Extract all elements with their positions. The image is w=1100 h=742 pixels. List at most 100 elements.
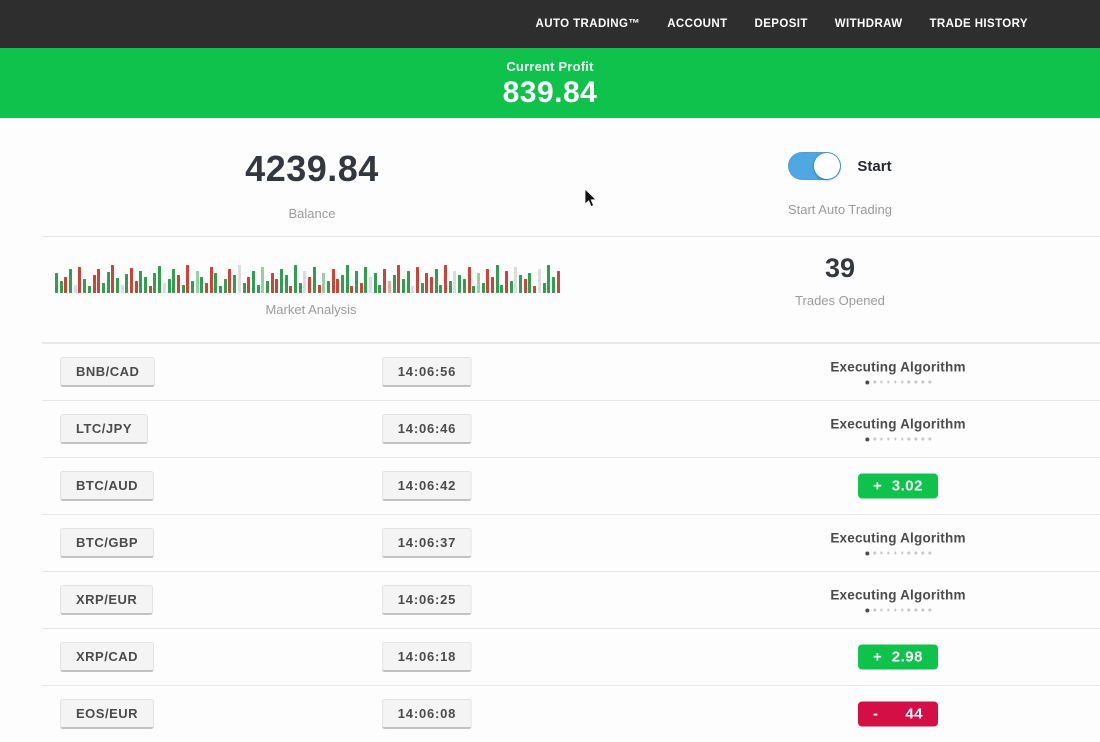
candle-bar <box>392 275 396 293</box>
trade-status: Executing Algorithm <box>830 416 965 441</box>
market-section: Market Analysis 39 Trades Opened <box>0 237 1100 343</box>
start-toggle[interactable] <box>788 152 842 180</box>
candle-bar <box>331 269 335 293</box>
candle-bar <box>78 267 82 293</box>
candle-bar <box>490 277 494 293</box>
candle-bar <box>106 272 110 293</box>
trade-row: LTC/JPY 14:06:46 Executing Algorithm <box>0 400 1100 457</box>
trade-row: XRP/CAD 14:06:18 + 2.98 <box>0 628 1100 685</box>
candle-bar <box>444 265 448 293</box>
candle-bar <box>430 277 433 293</box>
nav-withdraw[interactable]: WITHDRAW <box>834 18 903 30</box>
status-executing: Executing Algorithm <box>830 359 965 384</box>
candle-bar <box>242 283 246 293</box>
nav-trade-history[interactable]: TRADE HISTORY <box>929 18 1028 30</box>
candle-bar <box>505 271 508 293</box>
candle-bar <box>237 265 241 293</box>
executing-algorithm-label: Executing Algorithm <box>830 359 966 374</box>
toggle-knob <box>814 153 841 179</box>
trade-time: 14:06:46 <box>381 413 473 444</box>
result-sign: - <box>873 705 879 722</box>
nav-auto-trading[interactable]: AUTO TRADING™ <box>535 18 641 30</box>
executing-algorithm-label: Executing Algorithm <box>830 416 966 431</box>
candle-bar <box>312 267 316 293</box>
candle-bar <box>467 267 471 293</box>
candle-bar <box>434 269 438 293</box>
result-badge: + 2.98 <box>858 644 938 669</box>
market-analysis-label: Market Analysis <box>265 302 357 317</box>
candle-bar <box>55 273 58 293</box>
candle-bar <box>303 271 307 293</box>
candle-bar <box>509 281 513 293</box>
result-value: 2.98 <box>891 648 923 665</box>
candle-bar <box>317 285 321 293</box>
candle-bar <box>519 275 523 293</box>
result-badge: + 3.02 <box>858 473 938 498</box>
trades-opened-value: 39 <box>824 253 856 283</box>
candle-bar <box>261 267 265 293</box>
candle-bar <box>134 281 138 293</box>
candle-bar <box>547 265 551 293</box>
mouse-cursor <box>584 188 597 208</box>
candle-bar <box>92 275 96 293</box>
pair-badge: XRP/CAD <box>60 641 155 672</box>
current-profit-label: Current Profit <box>506 59 594 74</box>
candle-bar <box>369 277 373 293</box>
candle-bar <box>472 286 476 293</box>
trades-opened-block: 39 Trades Opened <box>750 253 930 308</box>
candle-bar <box>214 273 218 293</box>
result-sign: + <box>873 477 883 494</box>
progress-dots-icon <box>830 436 965 441</box>
candle-bar <box>415 267 419 293</box>
candle-bar <box>101 283 105 293</box>
trade-status: Executing Algorithm <box>830 359 965 384</box>
candle-bar <box>383 269 387 293</box>
result-sign: + <box>873 648 883 665</box>
candle-bar <box>345 265 349 293</box>
candle-bar <box>401 279 405 293</box>
candle-bar <box>289 286 293 293</box>
candle-bar <box>83 279 87 293</box>
candle-bar <box>322 273 326 293</box>
candle-bar <box>514 267 518 293</box>
candle-bar <box>158 266 162 293</box>
pair-badge: BTC/GBP <box>60 527 154 558</box>
candle-bar <box>228 269 232 293</box>
status-executing: Executing Algorithm <box>830 530 965 555</box>
candle-bar <box>139 271 143 293</box>
nav-deposit[interactable]: DEPOSIT <box>754 18 808 30</box>
balance-value: 4239.84 <box>245 148 379 189</box>
pair-badge: BNB/CAD <box>60 356 156 387</box>
trade-row: BNB/CAD 14:06:56 Executing Algorithm <box>0 343 1100 400</box>
candle-bar <box>387 281 391 293</box>
candle-bar <box>500 285 504 293</box>
candle-bar <box>233 275 237 293</box>
trade-time: 14:06:18 <box>381 641 473 672</box>
trade-row: BTC/GBP 14:06:37 Executing Algorithm <box>0 514 1100 571</box>
nav-account[interactable]: ACCOUNT <box>667 18 728 30</box>
candle-bar <box>167 279 171 293</box>
trade-status: - 44 <box>858 701 938 726</box>
trades-list: BNB/CAD 14:06:56 Executing Algorithm LTC… <box>0 343 1100 742</box>
trade-status: + 2.98 <box>858 644 938 669</box>
candle-bar <box>275 279 279 293</box>
candle-bar <box>59 281 63 293</box>
candle-bar <box>265 281 269 293</box>
candle-bar <box>73 285 77 293</box>
trade-time: 14:06:08 <box>381 698 473 729</box>
candle-bar <box>411 286 415 293</box>
candle-bar <box>448 281 452 293</box>
current-profit-value: 839.84 <box>502 76 598 109</box>
candle-bar <box>298 283 302 293</box>
candle-bar <box>284 275 288 293</box>
candle-bar <box>523 279 527 293</box>
start-auto-trading-label: Start Auto Trading <box>787 202 893 217</box>
candle-bar <box>336 279 340 293</box>
candle-bar <box>172 269 176 293</box>
pair-badge: BTC/AUD <box>60 470 154 501</box>
candle-bar <box>378 285 382 293</box>
candle-bar <box>462 279 466 293</box>
progress-dots-icon <box>830 607 965 612</box>
candle-bar <box>495 265 499 293</box>
trade-time: 14:06:56 <box>381 356 473 387</box>
